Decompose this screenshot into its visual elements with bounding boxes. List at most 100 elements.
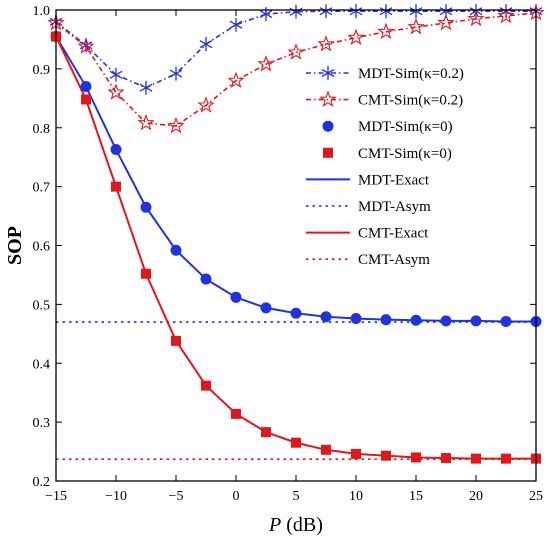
data-point	[287, 43, 305, 60]
y-tick-label: 0.2	[33, 475, 51, 490]
legend-marker	[323, 147, 333, 158]
data-point	[320, 311, 332, 323]
data-point	[470, 315, 482, 327]
data-point	[349, 4, 363, 19]
legend-entry: CMT-Sim(κ=0)	[323, 146, 452, 162]
data-point	[107, 83, 125, 100]
data-point	[501, 453, 511, 464]
y-tick-label: 1.0	[33, 4, 51, 19]
data-point	[471, 453, 481, 464]
legend-label: CMT-Exact	[358, 226, 429, 242]
legend-label: MDT-Exact	[358, 172, 430, 188]
x-tick-label: 20	[469, 489, 483, 504]
legend-entry: CMT-Asym	[306, 252, 430, 268]
data-point	[170, 244, 182, 256]
data-point	[317, 35, 335, 52]
data-point	[171, 335, 181, 346]
y-tick-label: 0.4	[33, 357, 51, 372]
x-tick-label: −10	[105, 489, 127, 504]
data-point	[259, 7, 273, 22]
legend-marker	[319, 90, 337, 107]
data-point	[347, 28, 365, 46]
y-tick-label: 0.7	[33, 181, 51, 196]
data-point	[230, 291, 242, 303]
data-point	[167, 116, 185, 134]
legend-marker	[321, 66, 335, 80]
data-point	[111, 181, 121, 192]
series-line	[55, 10, 536, 89]
data-point	[227, 71, 245, 89]
data-point	[260, 302, 272, 314]
data-point	[351, 448, 361, 459]
legend-label: CMT-Sim(κ=0)	[358, 146, 452, 162]
data-point	[411, 452, 421, 463]
data-point	[140, 201, 152, 213]
legend-entry: CMT-Sim(κ=0.2)	[306, 90, 463, 109]
series-2	[50, 30, 542, 327]
data-point	[497, 6, 515, 24]
data-point	[231, 408, 241, 419]
legend-entry: MDT-Exact	[306, 172, 430, 188]
data-point	[229, 17, 243, 32]
data-point	[500, 315, 512, 327]
x-tick-label: 25	[529, 489, 543, 504]
series-6	[55, 36, 536, 460]
data-point	[201, 380, 211, 391]
legend-label: MDT-Sim(κ=0)	[358, 119, 453, 135]
x-tick-label: 5	[293, 489, 300, 504]
data-point	[139, 80, 153, 95]
x-tick-label: 10	[349, 489, 363, 504]
plot-series	[47, 3, 545, 464]
legend-label: MDT-Asym	[358, 199, 431, 215]
data-point	[410, 314, 422, 326]
y-tick-label: 0.3	[33, 416, 51, 431]
x-axis-unit: (dB)	[281, 514, 323, 536]
y-tick-label: 0.5	[33, 298, 51, 313]
series-3	[51, 31, 541, 464]
legend-marker	[322, 120, 334, 132]
data-point	[380, 314, 392, 326]
data-point	[261, 427, 271, 438]
x-tick-label: −5	[169, 489, 184, 504]
data-point	[109, 67, 123, 82]
y-axis-title: SOP	[4, 226, 26, 265]
data-point	[441, 453, 451, 464]
data-point	[381, 450, 391, 461]
legend-entry: CMT-Exact	[306, 226, 429, 242]
data-point	[80, 81, 92, 93]
y-tick-label: 0.9	[33, 63, 51, 78]
data-point	[290, 307, 302, 319]
legend-label: MDT-Sim(κ=0.2)	[358, 66, 464, 82]
data-point	[199, 37, 213, 52]
x-axis-title: P (dB)	[268, 514, 323, 536]
data-point	[437, 13, 455, 31]
data-point	[257, 55, 275, 72]
legend-label: CMT-Sim(κ=0.2)	[358, 93, 463, 109]
series-line	[55, 36, 536, 460]
series-0	[49, 4, 543, 95]
data-point	[81, 94, 91, 105]
legend-entry: MDT-Sim(κ=0)	[322, 119, 453, 135]
data-point	[440, 315, 452, 327]
x-tick-label: 15	[409, 489, 423, 504]
data-point	[141, 268, 151, 279]
legend-entry: MDT-Sim(κ=0.2)	[306, 66, 464, 82]
series-4	[55, 35, 536, 323]
data-point	[77, 37, 95, 54]
data-point	[350, 313, 362, 325]
data-point	[110, 144, 122, 156]
legend-entry: MDT-Asym	[306, 199, 431, 215]
legend: MDT-Sim(κ=0.2) CMT-Sim(κ=0.2) MDT-Sim(κ=0)…	[306, 66, 464, 268]
x-axis-variable: P	[268, 514, 281, 536]
y-tick-label: 0.6	[33, 240, 51, 255]
data-point	[319, 4, 333, 19]
series-1	[47, 3, 545, 134]
data-point	[197, 96, 215, 113]
data-point	[169, 66, 183, 81]
axis-ticks: −15 −10 −5 0 5 10 15 20 25 0.2 0.3 0.4 0.5 0.6 0.7 0.8 0…	[33, 4, 544, 504]
data-point	[407, 17, 425, 35]
data-point	[377, 22, 395, 40]
data-point	[200, 273, 212, 285]
data-point	[379, 4, 393, 19]
